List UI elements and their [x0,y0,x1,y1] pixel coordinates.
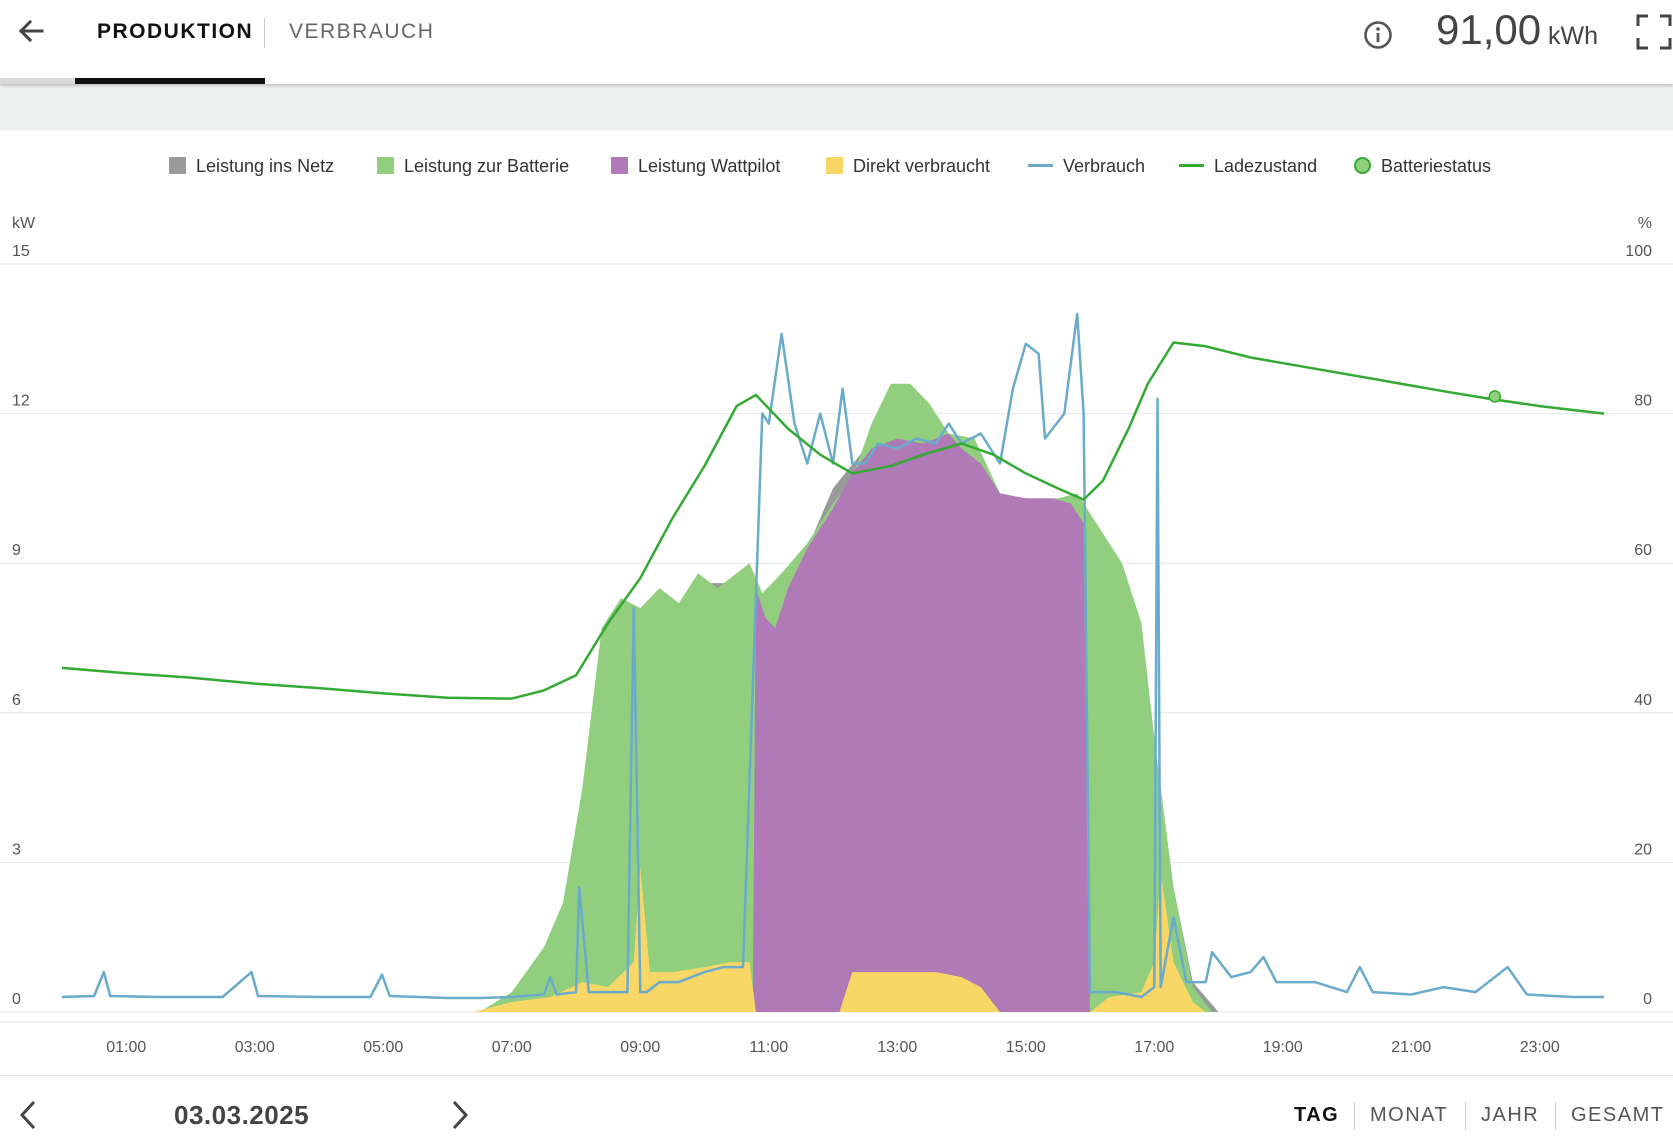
left-axis-unit: kW [12,215,36,232]
legend-ladezustand[interactable]: Ladezustand [1179,156,1317,177]
axis-ticks: 0 0 3 20 6 40 9 60 12 80 15 100 01:00 03:00 05:00 07:00… [12,243,1652,1056]
x-tick-label: 11:00 [749,1039,788,1056]
legend-swatch [826,157,843,175]
period-tag[interactable]: TAG [1294,1104,1340,1126]
y-tick-label: 9 [12,542,21,559]
y2-tick-label: 40 [1634,692,1652,709]
chart-legend: Leistung ins Netz Leistung zur Batterie … [0,150,1673,186]
tab-verbrauch[interactable]: VERBRAUCH [289,20,435,43]
legend-swatch [169,157,186,175]
period-divider [1555,1102,1556,1130]
batteriestatus-marker [1488,390,1502,403]
legend-direkt-verbraucht[interactable]: Direkt verbraucht [826,156,990,177]
line-ladezustand [61,341,1605,700]
subheader-band [0,84,1673,130]
back-arrow-icon[interactable] [14,14,48,48]
right-axis-unit: % [1638,215,1652,232]
tab-track [0,78,75,84]
x-tick-label: 01:00 [106,1039,146,1056]
fullscreen-icon[interactable] [1636,14,1672,50]
x-tick-label: 23:00 [1520,1039,1560,1056]
line-series [61,312,1605,1000]
y2-tick-label: 80 [1634,393,1652,410]
top-bar: PRODUKTION VERBRAUCH 91,00 kWh [0,0,1673,84]
legend-label: Leistung zur Batterie [404,156,570,176]
period-gesamt[interactable]: GESAMT [1571,1104,1665,1126]
power-chart[interactable]: kW % 0 0 3 20 6 40 9 60 12 80 15 100 01:00 03:00 05:00… [0,200,1673,1060]
y2-tick-label: 20 [1634,841,1652,858]
line-verbrauch [61,312,1604,1000]
grid-lines [0,263,1673,1023]
period-monat[interactable]: MONAT [1370,1104,1449,1126]
total-energy-unit: kWh [1548,22,1598,50]
legend-label: Verbrauch [1063,156,1146,176]
legend-swatch [1028,164,1053,168]
y-tick-label: 12 [12,393,30,410]
x-tick-label: 07:00 [492,1039,532,1056]
x-tick-label: 13:00 [877,1039,917,1056]
x-tick-label: 21:00 [1391,1039,1431,1056]
period-divider [1465,1102,1466,1130]
legend-label: Batteriestatus [1381,156,1492,176]
y2-tick-label: 100 [1625,243,1652,260]
tab-divider [264,18,265,48]
area-leistung-wattpilot [752,433,1090,1012]
legend-verbrauch[interactable]: Verbrauch [1028,156,1145,177]
y-tick-label: 15 [12,243,30,260]
legend-label: Direkt verbraucht [853,156,991,176]
area-series [473,383,1219,1012]
legend-swatch [611,157,628,175]
period-divider [1354,1102,1355,1130]
bottom-bar: 03.03.2025 TAG MONAT JAHR GESAMT [0,1075,1673,1133]
legend-leistung-ins-netz[interactable]: Leistung ins Netz [169,156,334,177]
date-label[interactable]: 03.03.2025 [174,1100,310,1130]
info-icon[interactable] [1362,19,1394,51]
y-tick-label: 6 [12,692,21,709]
x-tick-label: 09:00 [620,1039,660,1056]
x-tick-label: 03:00 [235,1039,275,1056]
legend-leistung-wattpilot[interactable]: Leistung Wattpilot [611,156,780,177]
legend-swatch [377,157,394,175]
legend-leistung-zur-batterie[interactable]: Leistung zur Batterie [377,156,569,177]
area-direkt-verbraucht [473,867,1206,1012]
tab-produktion[interactable]: PRODUKTION [97,20,254,43]
legend-swatch [1354,157,1371,175]
period-jahr[interactable]: JAHR [1481,1104,1540,1126]
y2-tick-label: 60 [1634,542,1652,559]
y2-tick-label: 0 [1643,991,1652,1008]
chevron-right-icon[interactable] [446,1098,474,1132]
total-energy-value: 91,00 [1436,6,1542,53]
legend-label: Leistung Wattpilot [638,156,781,176]
y-tick-label: 0 [12,991,21,1008]
legend-label: Leistung ins Netz [196,156,335,176]
legend-swatch [1179,164,1204,168]
markers [1488,390,1502,403]
x-tick-label: 15:00 [1006,1039,1046,1056]
x-tick-label: 05:00 [363,1039,403,1056]
y-tick-label: 3 [12,841,21,858]
chevron-left-icon[interactable] [14,1098,42,1132]
x-tick-label: 17:00 [1134,1039,1174,1056]
active-tab-indicator [75,78,265,84]
x-tick-label: 19:00 [1263,1039,1303,1056]
legend-batteriestatus[interactable]: Batteriestatus [1354,156,1491,177]
legend-label: Ladezustand [1214,156,1318,176]
